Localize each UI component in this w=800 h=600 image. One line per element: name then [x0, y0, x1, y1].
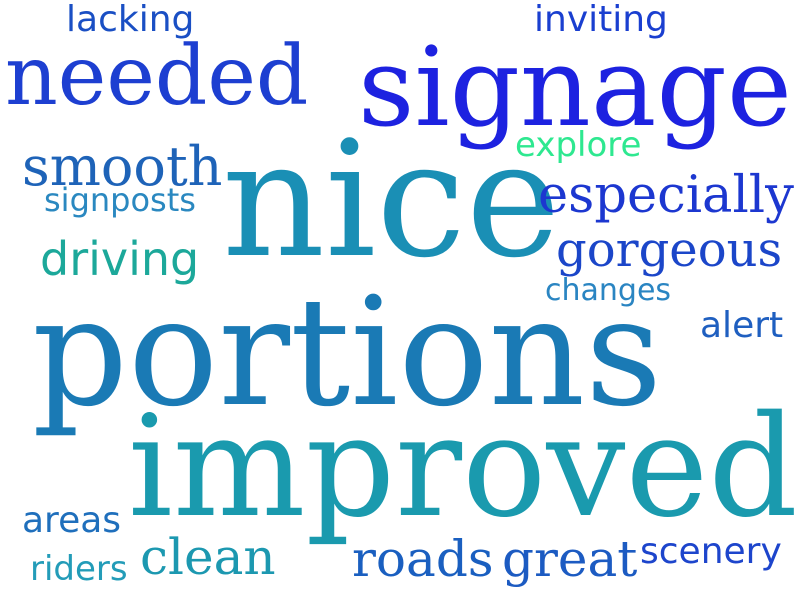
- word-changes: changes: [545, 273, 672, 308]
- word-clean: clean: [140, 528, 276, 586]
- word-riders: riders: [30, 549, 128, 589]
- word-inviting: inviting: [534, 0, 668, 40]
- word-scenery: scenery: [640, 531, 782, 572]
- word-needed: needed: [5, 29, 309, 124]
- word-lacking: lacking: [66, 0, 195, 40]
- word-driving: driving: [40, 232, 200, 286]
- word-signposts: signposts: [44, 181, 196, 219]
- word-especially: especially: [538, 166, 794, 225]
- word-roads: roads: [352, 530, 494, 588]
- word-areas: areas: [22, 500, 122, 541]
- word-gorgeous: gorgeous: [556, 222, 783, 278]
- word-portions: portions: [32, 266, 663, 440]
- word-nice: nice: [222, 106, 561, 293]
- word-smooth: smooth: [22, 135, 223, 198]
- word-explore: explore: [515, 125, 642, 165]
- word-great: great: [502, 530, 638, 588]
- word-signage: signage: [358, 23, 792, 151]
- word-improved: improved: [128, 386, 798, 549]
- word-alert: alert: [700, 305, 784, 346]
